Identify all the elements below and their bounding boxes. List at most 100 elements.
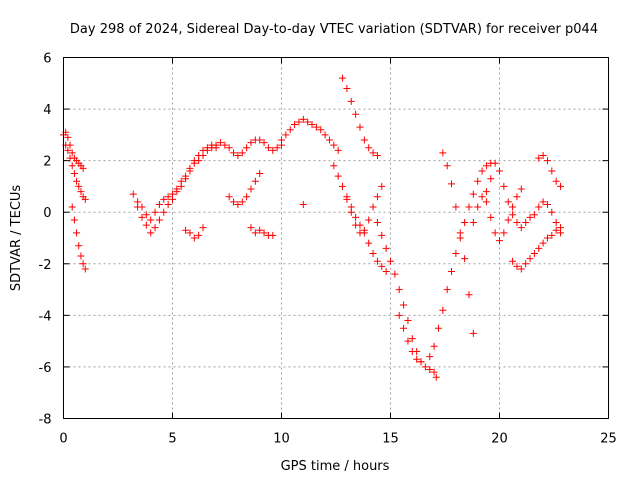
y-tick-label: -6 (39, 361, 52, 376)
data-point (295, 118, 303, 126)
data-point (535, 154, 543, 162)
data-point (404, 317, 412, 325)
data-point (164, 200, 172, 208)
data-point (160, 208, 168, 216)
data-point (138, 213, 146, 221)
data-point (317, 126, 325, 134)
data-point (234, 151, 242, 159)
chart-title: Day 298 of 2024, Sidereal Day-to-day VTE… (70, 22, 598, 37)
data-point (369, 149, 377, 157)
data-point (339, 182, 347, 190)
data-point (443, 286, 451, 294)
data-point (330, 162, 338, 170)
data-point (216, 139, 224, 147)
data-point (487, 213, 495, 221)
x-tick-label: 25 (600, 432, 617, 447)
data-point (557, 224, 565, 232)
data-point (230, 149, 238, 157)
data-point (199, 151, 207, 159)
y-tick-label: 0 (43, 206, 51, 221)
data-point (539, 151, 547, 159)
data-point (73, 177, 81, 185)
data-point (426, 353, 434, 361)
data-point (195, 231, 203, 239)
data-point (343, 84, 351, 92)
data-point (77, 252, 85, 260)
x-tick-label: 10 (273, 432, 290, 447)
data-point (474, 177, 482, 185)
data-point (543, 234, 551, 242)
data-point (147, 216, 155, 224)
data-point (256, 226, 264, 234)
data-point (387, 257, 394, 265)
data-markers (60, 74, 565, 381)
data-point (330, 141, 338, 149)
data-point (286, 126, 294, 134)
data-point (382, 244, 390, 252)
data-point (509, 211, 517, 219)
data-point (356, 123, 364, 131)
data-point (77, 188, 85, 196)
data-point (500, 182, 508, 190)
data-point (234, 200, 242, 208)
data-point (79, 164, 87, 172)
data-point (513, 262, 521, 270)
data-point (548, 231, 556, 239)
data-point (269, 231, 277, 239)
data-point (400, 324, 408, 332)
data-point (461, 255, 469, 263)
data-point (256, 170, 264, 178)
data-point (186, 167, 194, 175)
data-point (164, 193, 172, 201)
data-point (539, 239, 547, 247)
data-point (522, 219, 530, 227)
data-point (478, 167, 486, 175)
data-point (260, 229, 268, 237)
data-point (557, 182, 565, 190)
data-point (509, 203, 517, 211)
data-point (291, 121, 299, 129)
data-point (334, 172, 342, 180)
data-point (247, 224, 255, 232)
data-point (169, 195, 176, 203)
data-point (225, 193, 233, 201)
data-point (552, 177, 560, 185)
data-point (482, 162, 490, 170)
data-point (182, 175, 190, 183)
data-point (430, 342, 438, 350)
data-point (203, 146, 211, 154)
data-point (517, 224, 525, 232)
data-point (199, 224, 207, 232)
data-point (378, 182, 386, 190)
data-point (530, 249, 538, 257)
data-point (243, 144, 251, 152)
data-point (517, 185, 525, 193)
data-point (373, 193, 381, 201)
y-tick-label: 4 (43, 103, 51, 118)
data-point (238, 149, 246, 157)
x-tick-label: 15 (382, 432, 399, 447)
data-point (68, 203, 76, 211)
data-point (369, 203, 377, 211)
data-point (334, 146, 342, 154)
data-point (251, 177, 259, 185)
data-point (474, 203, 482, 211)
data-point (195, 157, 203, 165)
data-point (496, 167, 503, 175)
data-point (151, 208, 159, 216)
data-point (487, 175, 495, 183)
y-tick-label: -2 (39, 258, 52, 273)
data-point (461, 219, 469, 227)
x-tick-label: 5 (168, 432, 176, 447)
data-point (517, 265, 525, 273)
y-tick-label: -4 (39, 309, 52, 324)
data-point (448, 268, 456, 276)
data-point (452, 249, 460, 257)
data-point (535, 203, 543, 211)
data-point (142, 221, 150, 229)
data-point (339, 74, 347, 82)
data-point (182, 226, 190, 234)
data-point (469, 190, 477, 198)
x-axis-label: GPS time / hours (281, 459, 390, 474)
data-point (70, 216, 78, 224)
